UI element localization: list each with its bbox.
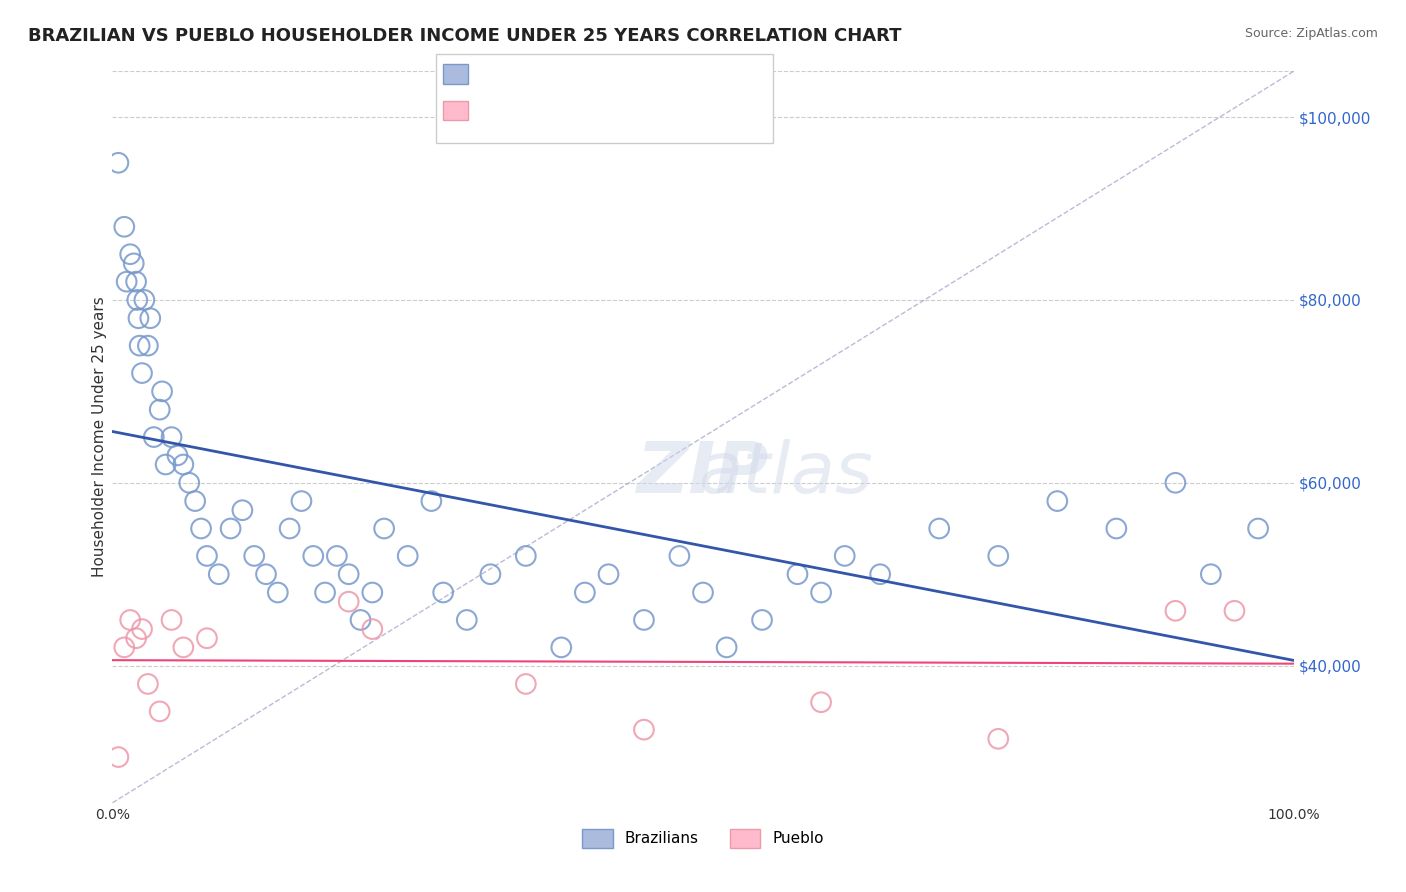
Point xyxy=(928,521,950,535)
Point xyxy=(160,613,183,627)
Point xyxy=(420,494,443,508)
Point xyxy=(786,567,808,582)
Text: ZIP: ZIP xyxy=(637,439,769,508)
Point xyxy=(479,567,502,582)
Point xyxy=(1223,604,1246,618)
Point xyxy=(172,458,194,472)
Point xyxy=(139,311,162,326)
Point xyxy=(112,219,135,234)
Point xyxy=(219,521,242,535)
Point xyxy=(127,293,149,307)
Point xyxy=(128,338,150,352)
Point xyxy=(150,384,173,399)
Point xyxy=(131,622,153,636)
Point xyxy=(179,475,201,490)
Point xyxy=(112,640,135,655)
Point xyxy=(869,567,891,582)
Point xyxy=(751,613,773,627)
Point xyxy=(349,613,371,627)
Point xyxy=(184,494,207,508)
Point xyxy=(716,640,738,655)
Text: R = -0.040   N = 18: R = -0.040 N = 18 xyxy=(453,114,645,132)
Point xyxy=(278,521,301,535)
Point xyxy=(166,448,188,462)
Point xyxy=(107,155,129,169)
Point xyxy=(208,567,231,582)
Point xyxy=(136,338,159,352)
Y-axis label: Householder Income Under 25 years: Householder Income Under 25 years xyxy=(91,297,107,577)
Point xyxy=(190,521,212,535)
Point xyxy=(254,567,277,582)
Point xyxy=(127,311,149,326)
Point xyxy=(136,677,159,691)
Point xyxy=(302,549,325,563)
Point xyxy=(1164,604,1187,618)
Point xyxy=(432,585,454,599)
Point xyxy=(290,494,312,508)
Point xyxy=(456,613,478,627)
Point xyxy=(195,549,218,563)
Point xyxy=(314,585,336,599)
Point xyxy=(149,402,172,417)
Point xyxy=(326,549,349,563)
Point xyxy=(810,695,832,709)
Point xyxy=(1199,567,1222,582)
Point xyxy=(125,275,148,289)
Point xyxy=(231,503,253,517)
Point xyxy=(515,549,537,563)
Point xyxy=(120,247,142,261)
Point xyxy=(1247,521,1270,535)
Point xyxy=(115,275,138,289)
Point xyxy=(515,677,537,691)
Text: BRAZILIAN VS PUEBLO HOUSEHOLDER INCOME UNDER 25 YEARS CORRELATION CHART: BRAZILIAN VS PUEBLO HOUSEHOLDER INCOME U… xyxy=(28,27,901,45)
Point xyxy=(810,585,832,599)
Point xyxy=(243,549,266,563)
Point xyxy=(107,750,129,764)
Point xyxy=(550,640,572,655)
Point xyxy=(134,293,156,307)
Point xyxy=(131,366,153,380)
Point xyxy=(195,632,218,646)
Point xyxy=(142,430,165,444)
Text: R =   0.173   N = 64: R = 0.173 N = 64 xyxy=(453,78,650,95)
Point xyxy=(361,622,384,636)
Text: Source: ZipAtlas.com: Source: ZipAtlas.com xyxy=(1244,27,1378,40)
Point xyxy=(1046,494,1069,508)
Point xyxy=(633,723,655,737)
Point xyxy=(172,640,194,655)
Point xyxy=(598,567,620,582)
Point xyxy=(122,256,145,270)
Point xyxy=(125,632,148,646)
Point xyxy=(396,549,419,563)
Point xyxy=(149,705,172,719)
Point xyxy=(155,458,177,472)
Point xyxy=(987,731,1010,746)
Point xyxy=(668,549,690,563)
Legend: Brazilians, Pueblo: Brazilians, Pueblo xyxy=(576,822,830,854)
Point xyxy=(987,549,1010,563)
Point xyxy=(834,549,856,563)
Point xyxy=(160,430,183,444)
Point xyxy=(692,585,714,599)
Text: atlas: atlas xyxy=(699,439,873,508)
Point xyxy=(361,585,384,599)
Point xyxy=(574,585,596,599)
Point xyxy=(337,567,360,582)
Point xyxy=(1164,475,1187,490)
Point xyxy=(633,613,655,627)
Point xyxy=(267,585,290,599)
Point xyxy=(120,613,142,627)
Point xyxy=(1105,521,1128,535)
Point xyxy=(337,594,360,608)
Point xyxy=(373,521,395,535)
